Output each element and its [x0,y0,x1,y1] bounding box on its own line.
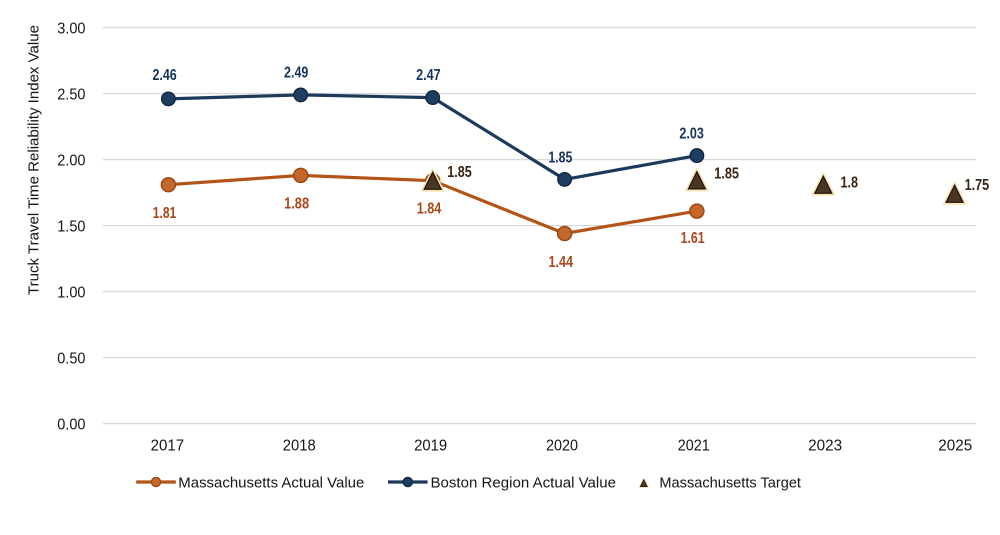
svg-text:1.8: 1.8 [841,174,859,191]
svg-text:1.85: 1.85 [447,164,472,181]
svg-text:2.46: 2.46 [152,67,176,84]
svg-text:0.00: 0.00 [57,417,85,434]
svg-text:1.88: 1.88 [284,196,309,213]
svg-text:Truck Travel Time Reliability: Truck Travel Time Reliability Index Valu… [26,25,43,295]
svg-text:1.44: 1.44 [548,254,573,271]
svg-text:1.85: 1.85 [548,149,572,166]
svg-text:1.84: 1.84 [417,201,442,218]
svg-text:2019: 2019 [414,437,447,454]
svg-text:2.49: 2.49 [284,64,308,81]
svg-text:2023: 2023 [808,437,842,454]
svg-text:1.81: 1.81 [153,205,177,222]
svg-text:1.61: 1.61 [681,230,705,247]
svg-text:2021: 2021 [678,437,710,454]
svg-text:1.75: 1.75 [965,177,990,194]
svg-text:2.47: 2.47 [416,67,441,84]
svg-text:1.85: 1.85 [714,166,739,183]
svg-text:2018: 2018 [283,437,316,454]
svg-text:Massachusetts Actual Value: Massachusetts Actual Value [178,474,364,491]
svg-text:1.50: 1.50 [57,219,85,236]
svg-text:Massachusetts Target: Massachusetts Target [659,474,801,491]
svg-text:2.00: 2.00 [57,153,85,170]
svg-text:2017: 2017 [151,437,185,454]
svg-text:2.50: 2.50 [57,87,85,104]
svg-text:0.50: 0.50 [57,351,85,368]
svg-text:2.03: 2.03 [679,125,704,142]
svg-text:3.00: 3.00 [57,21,85,38]
svg-text:2020: 2020 [546,437,578,454]
svg-text:1.00: 1.00 [57,285,85,302]
svg-text:Boston Region Actual Value: Boston Region Actual Value [431,474,617,491]
svg-text:2025: 2025 [938,437,972,454]
